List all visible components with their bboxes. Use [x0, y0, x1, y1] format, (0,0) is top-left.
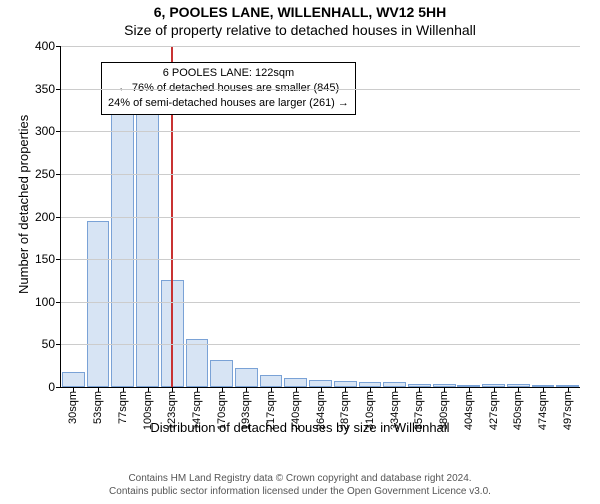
ytick-label: 150 — [35, 252, 61, 266]
xtick-label: 170sqm — [216, 387, 228, 430]
gridline — [61, 344, 580, 345]
ytick-label: 400 — [35, 39, 61, 53]
xtick-label: 240sqm — [290, 387, 302, 430]
xtick-label: 217sqm — [265, 387, 277, 430]
xtick-label: 30sqm — [67, 387, 79, 424]
xtick-label: 427sqm — [488, 387, 500, 430]
gridline — [61, 89, 580, 90]
xtick-label: 474sqm — [537, 387, 549, 430]
bar — [62, 372, 85, 387]
gridline — [61, 46, 580, 47]
bar — [87, 221, 110, 387]
bar — [260, 375, 283, 387]
xtick-label: 147sqm — [191, 387, 203, 430]
bar — [235, 368, 258, 387]
xtick-label: 264sqm — [315, 387, 327, 430]
gridline — [61, 217, 580, 218]
xtick-label: 193sqm — [240, 387, 252, 430]
bar — [186, 339, 209, 387]
annotation-line3: 24% of semi-detached houses are larger (… — [108, 96, 349, 111]
xtick-label: 287sqm — [339, 387, 351, 430]
annotation-line1: 6 POOLES LANE: 122sqm — [108, 66, 349, 81]
gridline — [61, 259, 580, 260]
xtick-label: 100sqm — [142, 387, 154, 430]
footer-line2: Contains public sector information licen… — [0, 485, 600, 498]
ytick-label: 250 — [35, 167, 61, 181]
gridline — [61, 174, 580, 175]
ytick-label: 0 — [48, 380, 61, 394]
xtick-label: 450sqm — [512, 387, 524, 430]
xtick-label: 310sqm — [364, 387, 376, 430]
bar — [136, 110, 159, 387]
xtick-label: 53sqm — [92, 387, 104, 424]
plot-area: 30sqm53sqm77sqm100sqm123sqm147sqm170sqm1… — [60, 46, 580, 388]
footer: Contains HM Land Registry data © Crown c… — [0, 472, 600, 498]
gridline — [61, 302, 580, 303]
ytick-label: 100 — [35, 295, 61, 309]
gridline — [61, 131, 580, 132]
xtick-label: 334sqm — [389, 387, 401, 430]
chart-container: 30sqm53sqm77sqm100sqm123sqm147sqm170sqm1… — [60, 46, 580, 416]
bar — [284, 378, 307, 387]
xtick-label: 77sqm — [117, 387, 129, 424]
title-address: 6, POOLES LANE, WILLENHALL, WV12 5HH — [0, 4, 600, 20]
ytick-label: 200 — [35, 210, 61, 224]
xtick-label: 123sqm — [166, 387, 178, 430]
xtick-label: 357sqm — [413, 387, 425, 430]
ytick-label: 50 — [42, 337, 61, 351]
xtick-label: 380sqm — [438, 387, 450, 430]
title-subtitle: Size of property relative to detached ho… — [0, 22, 600, 38]
y-axis-label: Number of detached properties — [16, 115, 31, 294]
bar — [210, 360, 233, 387]
xtick-label: 497sqm — [562, 387, 574, 430]
ytick-label: 300 — [35, 124, 61, 138]
footer-line1: Contains HM Land Registry data © Crown c… — [0, 472, 600, 485]
bar — [309, 380, 332, 387]
ytick-label: 350 — [35, 82, 61, 96]
xtick-label: 404sqm — [463, 387, 475, 430]
